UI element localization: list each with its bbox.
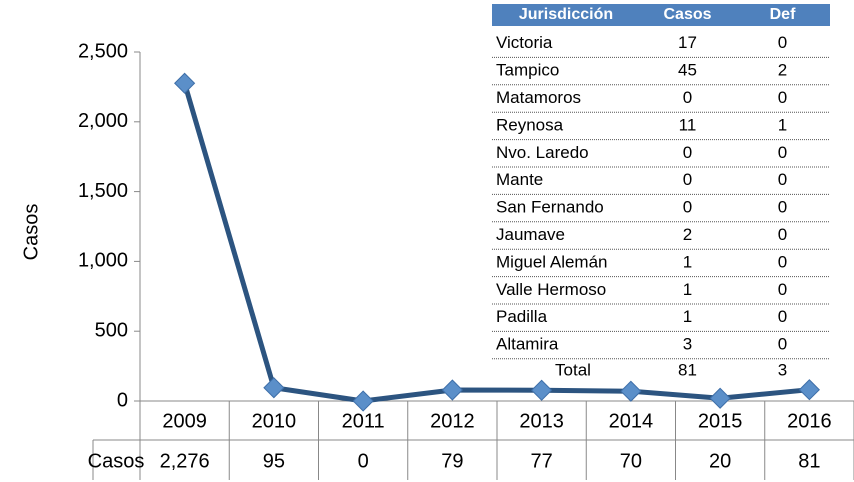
x-tick-label: 2009 [162,410,207,432]
table-cell: Mante [496,170,543,189]
table-cell: Nvo. Laredo [496,143,589,162]
table-cell: 2 [683,225,692,244]
y-tick-label: 2,000 [78,110,128,132]
table-cell: San Fernando [496,198,604,217]
table-cell: 0 [778,88,787,107]
data-table-value: 0 [358,450,369,472]
marker [263,377,285,399]
table-cell: 1 [778,115,787,134]
y-tick-label: 1,500 [78,180,128,202]
table-cell: 0 [778,170,787,189]
table-cell: Jaumave [496,225,565,244]
table-cell: 3 [683,335,692,354]
table-cell: 0 [778,198,787,217]
table-cell: Tampico [496,61,559,80]
data-table-value: 70 [620,450,642,472]
table-cell: Reynosa [496,115,564,134]
table-cell: 11 [679,115,697,134]
data-table-value: 79 [441,450,463,472]
x-tick-label: 2013 [519,410,564,432]
table-cell: 45 [678,61,697,80]
table-cell: 0 [778,225,787,244]
marker [709,387,731,409]
table-cell: Miguel Alemán [496,252,608,271]
marker [441,379,463,401]
line [182,82,810,404]
table-total: 81 [678,360,697,379]
marker [531,379,553,401]
table-total: Total [555,360,591,379]
marker [352,390,374,412]
table-cell: Victoria [496,33,553,52]
table-total: 3 [778,360,787,379]
data-table-value: 20 [709,450,731,472]
table-cell: Valle Hermoso [496,280,606,299]
table-cell: 17 [678,33,697,52]
y-axis-label: Casos [20,204,42,261]
table-header-bg [492,4,830,26]
table-cell: 0 [778,33,787,52]
y-tick-label: 500 [95,319,128,341]
data-table-value: 2,276 [160,450,210,472]
table-cell: 0 [683,88,692,107]
y-tick-label: 1,000 [78,250,128,272]
marker [174,72,196,94]
y-tick-label: 0 [117,389,128,411]
data-table-value: 95 [263,450,285,472]
table-cell: Matamoros [496,88,581,107]
data-table-value: 81 [798,450,820,472]
table-cell: 1 [683,280,692,299]
table-cell: 0 [683,143,692,162]
table-cell: Padilla [496,307,548,326]
table-cell: 2 [778,61,787,80]
x-tick-label: 2014 [609,410,654,432]
table-header: Casos [663,6,711,23]
data-table-row-label: Casos [88,450,145,472]
data-table-value: 77 [531,450,553,472]
table-cell: 0 [778,307,787,326]
table-cell: 0 [778,335,787,354]
marker [620,380,642,402]
marker [798,379,820,401]
x-tick-label: 2012 [430,410,475,432]
x-tick-label: 2016 [787,410,832,432]
table-cell: 0 [683,198,692,217]
table-cell: 1 [683,307,692,326]
table-cell: 0 [683,170,692,189]
table-cell: 1 [683,252,692,271]
x-tick-label: 2011 [342,410,385,432]
table-cell: Altamira [496,335,559,354]
y-tick-label: 2,500 [78,40,128,62]
table-cell: 0 [778,252,787,271]
table-header: Def [770,6,796,23]
table-cell: 0 [778,280,787,299]
x-tick-label: 2015 [698,410,743,432]
table-bg [492,26,830,386]
table-cell: 0 [778,143,787,162]
x-tick-label: 2010 [252,410,297,432]
table-header: Jurisdicción [519,6,613,23]
